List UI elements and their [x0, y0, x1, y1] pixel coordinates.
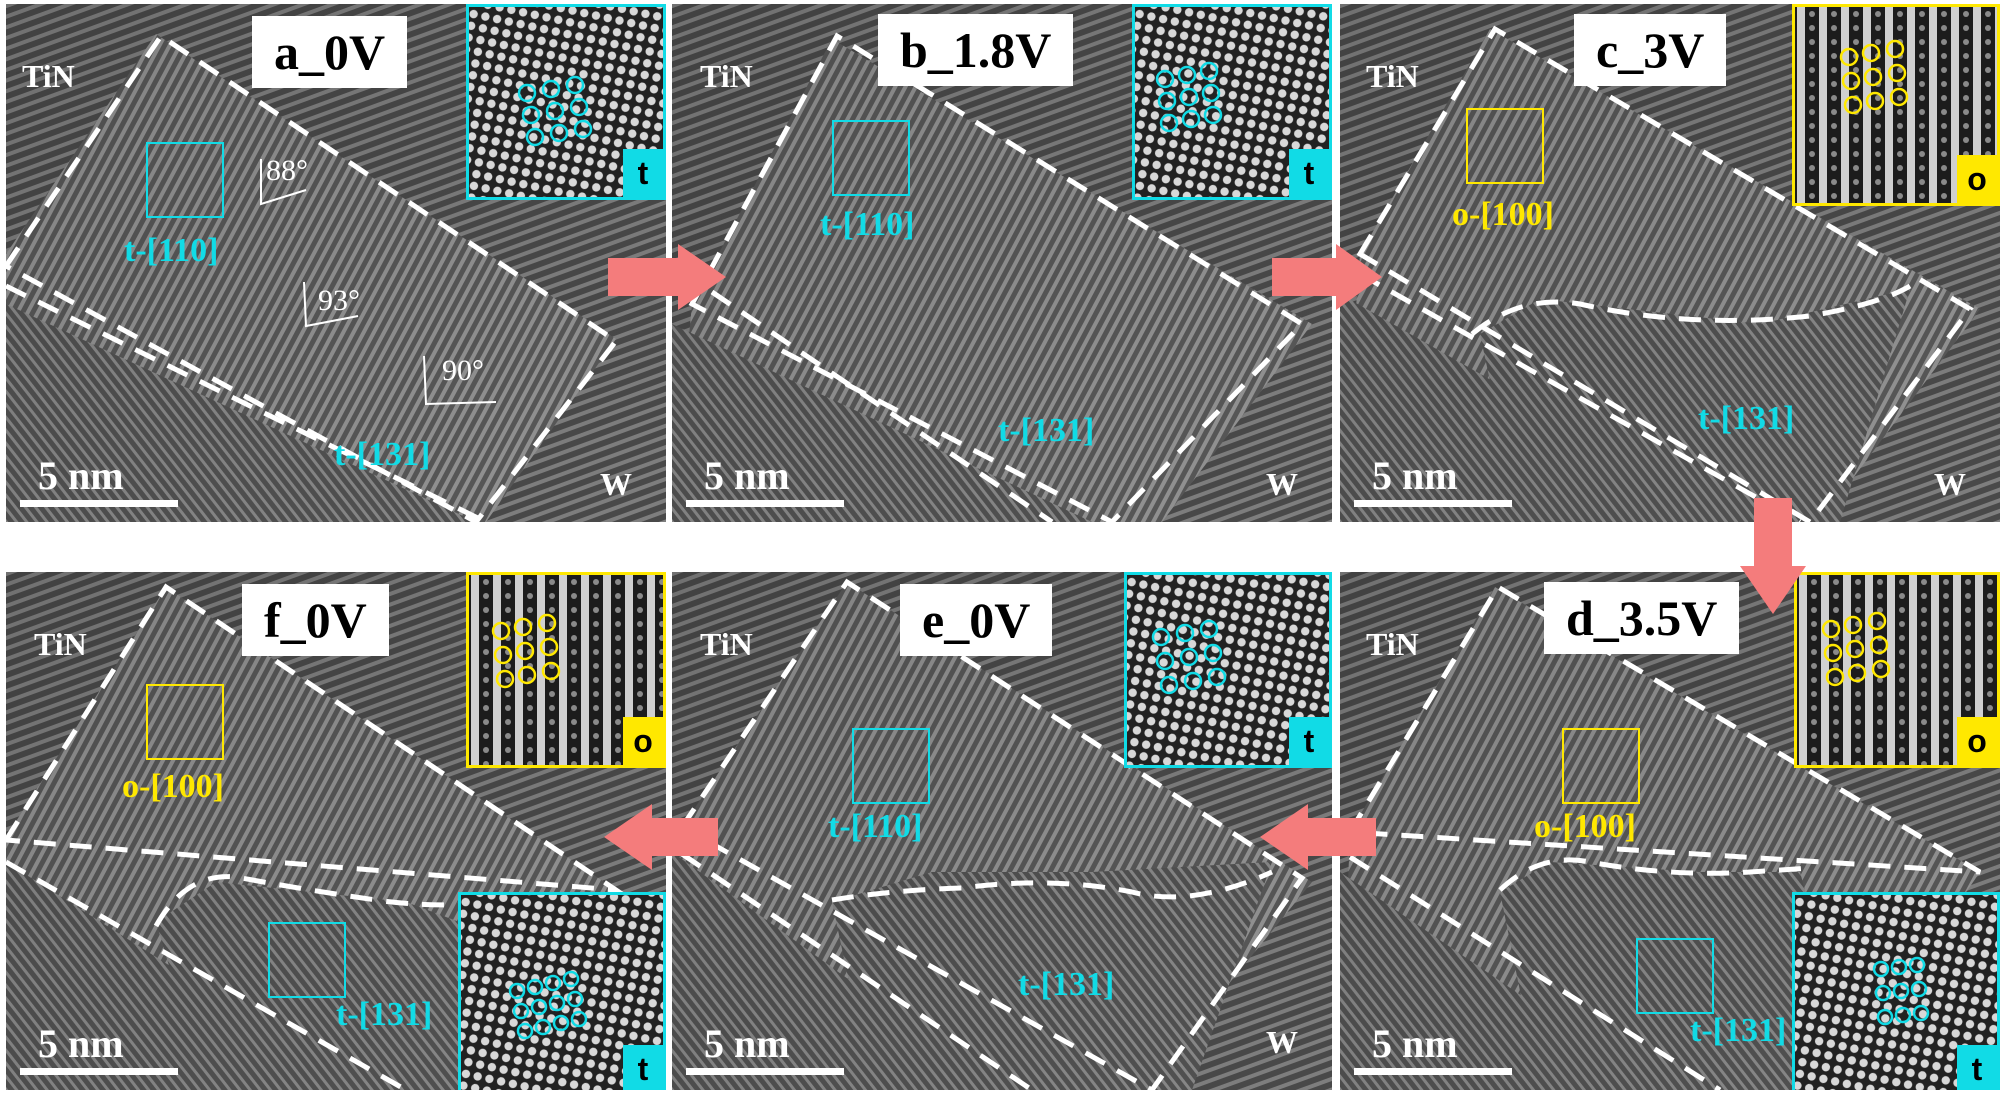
phase-label-1: t-[110] — [124, 232, 219, 269]
scale-label: 5 nm — [38, 1021, 124, 1066]
lattice-inset: o — [1792, 4, 2000, 206]
region-box — [832, 120, 910, 196]
phase-badge: o — [1957, 155, 1997, 203]
phase-badge-2: t — [1957, 1045, 1997, 1090]
panel-title: c_3V — [1574, 14, 1727, 86]
region-box — [146, 684, 224, 760]
material-label-top: TiN — [22, 58, 75, 94]
angle-label-3: 90° — [442, 354, 484, 387]
panel-a: a_0V TiN W t-[110] t-[131] 88° 93° 90° 5… — [6, 4, 666, 522]
panel-d: d_3.5V TiN o-[100] t-[131] 5 nm o t — [1340, 572, 2000, 1090]
phase-label-1: o-[100] — [122, 768, 224, 805]
panel-title: f_0V — [242, 584, 389, 656]
material-label-bottom: W — [1266, 1024, 1298, 1060]
panel-e: e_0V TiN W t-[110] t-[131] 5 nm t — [672, 572, 1332, 1090]
scale-label: 5 nm — [38, 453, 124, 498]
phase-label-2: t-[131] — [1690, 1012, 1787, 1049]
phase-label-1: o-[100] — [1452, 196, 1554, 233]
inset-image-2 — [461, 895, 663, 1090]
scale-label: 5 nm — [1372, 453, 1458, 498]
scale-bar — [686, 1068, 844, 1075]
material-label-top: TiN — [34, 626, 87, 662]
phase-badge: t — [1289, 717, 1329, 765]
phase-badge: o — [623, 717, 663, 765]
arrow-d-to-e — [1260, 804, 1376, 870]
phase-label-1: t-[110] — [820, 206, 915, 243]
phase-badge: o — [1957, 717, 1997, 765]
region-box-2 — [268, 922, 346, 998]
scale-bar — [686, 500, 844, 507]
material-label-bottom: W — [600, 466, 632, 502]
scale-bar — [1354, 1068, 1512, 1075]
region-box — [1562, 728, 1640, 804]
tem-image-e — [672, 572, 1332, 1090]
material-label-top: TiN — [1366, 58, 1419, 94]
region-box-2 — [1636, 938, 1714, 1014]
arrow-b-to-c — [1272, 244, 1382, 310]
material-label-top: TiN — [1366, 626, 1419, 662]
phase-label-2: t-[131] — [998, 412, 1095, 449]
lattice-inset-2: t — [1792, 892, 2000, 1090]
region-box — [852, 728, 930, 804]
arrow-c-to-d — [1740, 498, 1806, 614]
lattice-inset: t — [1124, 572, 1332, 768]
scale-label: 5 nm — [704, 1021, 790, 1066]
phase-label-2: t-[131] — [1018, 966, 1115, 1003]
panel-title: a_0V — [252, 16, 408, 88]
panel-f: f_0V TiN o-[100] t-[131] 5 nm o t — [6, 572, 666, 1090]
panel-c: c_3V TiN W o-[100] t-[131] 5 nm o — [1340, 4, 2000, 522]
phase-label-1: t-[110] — [828, 808, 923, 845]
lattice-inset: t — [1132, 4, 1332, 200]
panel-title: d_3.5V — [1544, 582, 1740, 654]
panel-b: b_1.8V TiN W t-[110] t-[131] 5 nm t — [672, 4, 1332, 522]
phase-badge: t — [623, 149, 663, 197]
phase-label-2: t-[131] — [334, 436, 431, 473]
material-label-bottom: W — [1266, 466, 1298, 502]
lattice-inset: t — [466, 4, 666, 200]
region-box — [1466, 108, 1544, 184]
arrow-e-to-f — [604, 804, 718, 870]
phase-label-2: t-[131] — [1698, 400, 1795, 437]
angle-label-2: 93° — [318, 284, 360, 317]
arrow-a-to-b — [608, 244, 726, 310]
region-box — [146, 142, 224, 218]
phase-badge-2: t — [623, 1045, 663, 1090]
material-label-top: TiN — [700, 58, 753, 94]
scale-bar — [20, 1068, 178, 1075]
material-label-top: TiN — [700, 626, 753, 662]
lattice-inset: o — [1794, 572, 2000, 768]
lattice-inset: o — [466, 572, 666, 768]
scale-bar — [20, 500, 178, 507]
panel-title: b_1.8V — [878, 14, 1074, 86]
tem-image-c — [1340, 4, 2000, 522]
phase-label-1: o-[100] — [1534, 808, 1636, 845]
panel-title: e_0V — [900, 584, 1053, 656]
scale-label: 5 nm — [1372, 1021, 1458, 1066]
material-label-bottom: W — [1934, 466, 1966, 502]
scale-label: 5 nm — [704, 453, 790, 498]
phase-badge: t — [1289, 149, 1329, 197]
phase-label-2: t-[131] — [336, 996, 433, 1033]
angle-label-1: 88° — [266, 154, 308, 187]
lattice-inset-2: t — [458, 892, 666, 1090]
scale-bar — [1354, 500, 1512, 507]
